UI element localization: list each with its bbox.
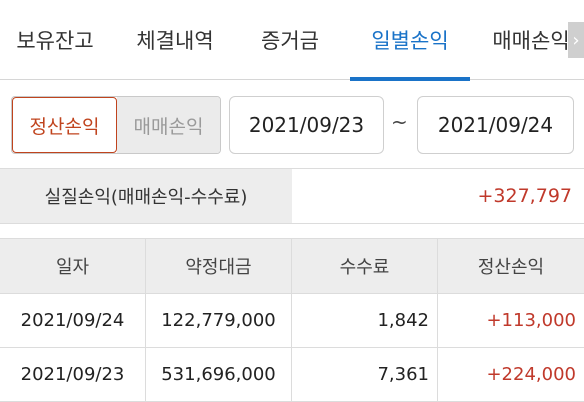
header-date: 일자 <box>0 239 146 293</box>
summary-label: 실질손익(매매손익-수수료) <box>0 169 292 223</box>
summary-value: +327,797 <box>477 185 573 207</box>
table-row[interactable]: 2021/09/24 122,779,000 1,842 +113,000 <box>0 294 584 348</box>
table-row[interactable]: 2021/09/23 531,696,000 7,361 +224,000 <box>0 348 584 402</box>
cell-date: 2021/09/23 <box>0 348 146 401</box>
cell-amount: 122,779,000 <box>146 294 292 347</box>
summary-row: 실질손익(매매손익-수수료) +327,797 <box>0 168 584 224</box>
tab-holdings[interactable]: 보유잔고 <box>16 29 94 53</box>
date-separator: ~ <box>391 110 408 134</box>
daily-pnl-table: 일자 약정대금 수수료 정산손익 2021/09/24 122,779,000 … <box>0 238 584 402</box>
date-to-field[interactable]: 2021/09/24 <box>417 96 574 154</box>
chevron-right-icon[interactable]: › <box>568 22 584 58</box>
tab-trade-pnl[interactable]: 매매손익 <box>492 29 570 53</box>
header-pnl: 정산손익 <box>477 257 545 278</box>
tab-margin[interactable]: 증거금 <box>261 29 319 53</box>
tab-daily-pnl[interactable]: 일별손익 <box>350 0 470 81</box>
header-fee: 수수료 <box>292 239 438 293</box>
cell-fee: 1,842 <box>292 294 438 347</box>
header-amount: 약정대금 <box>146 239 292 293</box>
cell-pnl: +113,000 <box>486 310 576 331</box>
cell-date: 2021/09/24 <box>0 294 146 347</box>
cell-pnl: +224,000 <box>486 364 576 385</box>
tab-daily-pnl-label: 일별손익 <box>371 29 449 53</box>
pnl-mode-toggle: 정산손익 매매손익 <box>11 96 221 154</box>
active-tab-indicator <box>350 77 470 81</box>
mode-settlement-button[interactable]: 정산손익 <box>12 97 117 153</box>
tab-executions[interactable]: 체결내역 <box>136 29 214 53</box>
tab-bar: 보유잔고 체결내역 증거금 일별손익 매매손익 › <box>0 0 584 81</box>
cell-amount: 531,696,000 <box>146 348 292 401</box>
mode-trade-button[interactable]: 매매손익 <box>117 97 220 153</box>
table-header: 일자 약정대금 수수료 정산손익 <box>0 238 584 294</box>
cell-fee: 7,361 <box>292 348 438 401</box>
date-from-field[interactable]: 2021/09/23 <box>229 96 384 154</box>
